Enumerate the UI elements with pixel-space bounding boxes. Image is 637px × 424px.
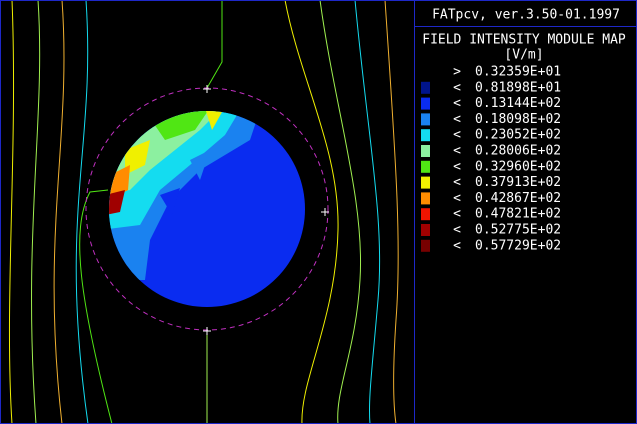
field-line [206, 0, 223, 89]
legend-symbol: < [453, 207, 461, 222]
app-title: FATpcv, ver.3.50-01.1997 [432, 8, 620, 23]
legend-label: 0.47821E+02 [475, 207, 561, 222]
legend-label: 0.52775E+02 [475, 223, 561, 238]
legend-swatch [421, 239, 430, 252]
field-line [284, 0, 339, 424]
legend-symbol: < [453, 128, 461, 143]
field-view [8, 0, 399, 424]
field-patches [109, 111, 260, 280]
legend-symbol: < [453, 159, 461, 174]
legend-label: 0.32359E+01 [475, 65, 561, 80]
legend-label: 0.32960E+02 [475, 159, 561, 174]
legend-symbol: < [453, 223, 461, 238]
legend-symbol: < [453, 238, 461, 253]
legend-title: FIELD INTENSITY MODULE MAP [422, 33, 626, 48]
legend-label: 0.28006E+02 [475, 144, 561, 159]
legend-symbol: > [453, 65, 461, 80]
field-line [319, 0, 362, 424]
legend-symbol: < [453, 191, 461, 206]
legend-swatch [421, 113, 430, 126]
legend-swatch [421, 208, 430, 221]
legend-symbol: < [453, 175, 461, 190]
field-line [8, 0, 15, 424]
field-line [31, 0, 41, 424]
legend-unit: [V/m] [504, 48, 543, 63]
legend-label: 0.81898E+01 [475, 80, 561, 95]
legend: >0.32359E+01 < 0.81898E+01 < 0.13144E+02 < 0.1… [421, 65, 561, 253]
legend-label: 0.23052E+02 [475, 128, 561, 143]
legend-label: 0.42867E+02 [475, 191, 561, 206]
legend-label: 0.57729E+02 [475, 238, 561, 253]
field-line [75, 0, 89, 424]
legend-swatch [421, 176, 430, 189]
legend-swatch [421, 224, 430, 236]
legend-label: 0.13144E+02 [475, 96, 561, 111]
legend-symbol: < [453, 112, 461, 127]
legend-swatch [421, 192, 430, 205]
legend-symbol: < [453, 96, 461, 111]
markers [203, 85, 329, 335]
legend-symbol: < [453, 144, 461, 159]
legend-swatch [421, 129, 430, 142]
field-line [354, 0, 381, 424]
legend-swatch [421, 81, 430, 94]
legend-label: 0.37913E+02 [475, 175, 561, 190]
legend-swatch [421, 145, 430, 157]
legend-symbol: < [453, 80, 461, 95]
field-line [53, 0, 65, 424]
legend-label: 0.18098E+02 [475, 112, 561, 127]
field-line [384, 0, 399, 424]
legend-swatch [421, 97, 430, 110]
legend-swatch [421, 160, 430, 173]
